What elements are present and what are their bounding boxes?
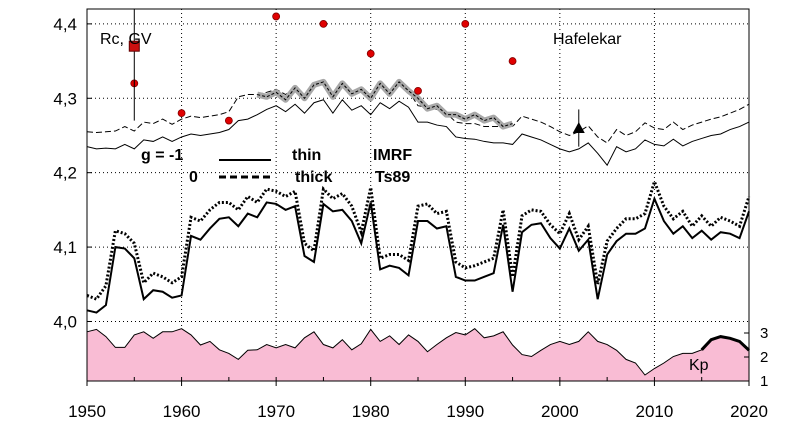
x-tick-label: 2010 (636, 402, 674, 421)
y-tick-label: 4,0 (53, 312, 77, 331)
station-label: Hafelekar (553, 31, 622, 48)
red-point (272, 12, 281, 21)
axes-layer: 1950 1960 1970 1980 1990 2000 2010 2020 4,0 4,1 4,… (53, 15, 768, 421)
triangle-point (572, 122, 585, 134)
series-grey-thick (256, 78, 514, 130)
legend-g-row2: 0 (189, 169, 198, 186)
kp-tick-label: 1 (760, 373, 768, 390)
series-dotted-lower (86, 176, 751, 301)
red-point (177, 109, 186, 118)
legend-g-row1: g = -1 (141, 147, 183, 164)
series-solid-thick-lower (86, 195, 750, 314)
legend-style-thick: thick (295, 169, 332, 186)
red-point (224, 116, 233, 125)
red-point (461, 19, 470, 28)
rc-gv-label: Rc, GV (100, 31, 152, 48)
kp-tick-label: 2 (760, 349, 768, 366)
kp-label: Kp (689, 357, 709, 374)
y-tick-label: 4,1 (53, 238, 77, 257)
plot-background (87, 9, 749, 381)
kp-area (87, 328, 749, 381)
points-layer (128, 9, 585, 147)
y-tick-label: 4,2 (53, 164, 77, 183)
x-tick-label: 1980 (352, 402, 390, 421)
x-tick-label: 2020 (730, 402, 768, 421)
x-tick-label: 1950 (68, 402, 106, 421)
x-tick-label: 1990 (446, 402, 484, 421)
x-tick-label: 1960 (163, 402, 201, 421)
legend: g = -1 thin IMRF 0 thick Ts89 (141, 147, 412, 186)
red-point (508, 57, 517, 65)
red-point (414, 86, 422, 95)
legend-style-thin: thin (292, 147, 321, 164)
kp-line (86, 328, 750, 376)
series-layer (86, 78, 751, 314)
series-dashed-upper (86, 82, 750, 144)
red-square-point (128, 40, 140, 52)
series-solid-thin-upper (86, 98, 750, 167)
red-point (366, 49, 375, 58)
x-tick-label: 1970 (257, 402, 295, 421)
x-tick-label: 2000 (541, 402, 579, 421)
legend-model-ts89: Ts89 (375, 169, 410, 186)
kp-layer (86, 328, 751, 381)
kp-tick-label: 3 (760, 325, 768, 342)
y-tick-label: 4,3 (53, 89, 77, 108)
legend-model-imrf: IMRF (373, 147, 412, 164)
red-point (319, 19, 328, 28)
y-tick-label: 4,4 (53, 15, 77, 34)
kp-line-recent (700, 335, 751, 352)
